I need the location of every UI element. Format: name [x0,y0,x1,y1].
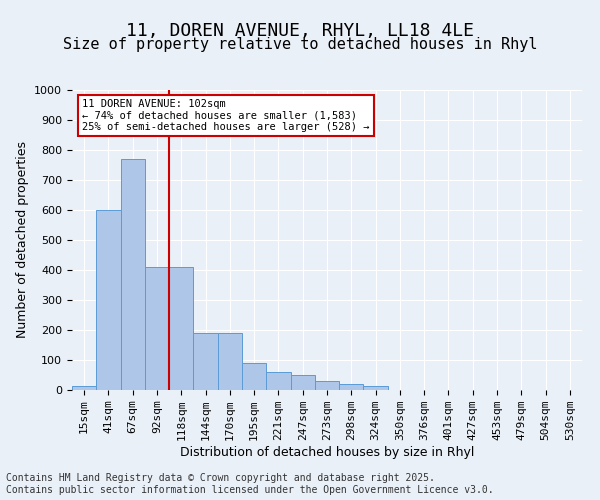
Text: 11, DOREN AVENUE, RHYL, LL18 4LE: 11, DOREN AVENUE, RHYL, LL18 4LE [126,22,474,40]
Bar [339,384,364,390]
Bar [242,363,266,390]
Bar [290,375,315,390]
Bar [169,267,193,390]
Bar [193,333,218,390]
Bar [96,210,121,390]
X-axis label: Distribution of detached houses by size in Rhyl: Distribution of detached houses by size … [180,446,474,459]
Text: Contains HM Land Registry data © Crown copyright and database right 2025.
Contai: Contains HM Land Registry data © Crown c… [6,474,494,495]
Y-axis label: Number of detached properties: Number of detached properties [16,142,29,338]
Bar [364,386,388,390]
Bar [145,267,169,390]
Bar [315,381,339,390]
Text: Size of property relative to detached houses in Rhyl: Size of property relative to detached ho… [63,38,537,52]
Bar [266,372,290,390]
Bar [121,159,145,390]
Bar [72,386,96,390]
Bar [218,333,242,390]
Text: 11 DOREN AVENUE: 102sqm
← 74% of detached houses are smaller (1,583)
25% of semi: 11 DOREN AVENUE: 102sqm ← 74% of detache… [82,99,370,132]
